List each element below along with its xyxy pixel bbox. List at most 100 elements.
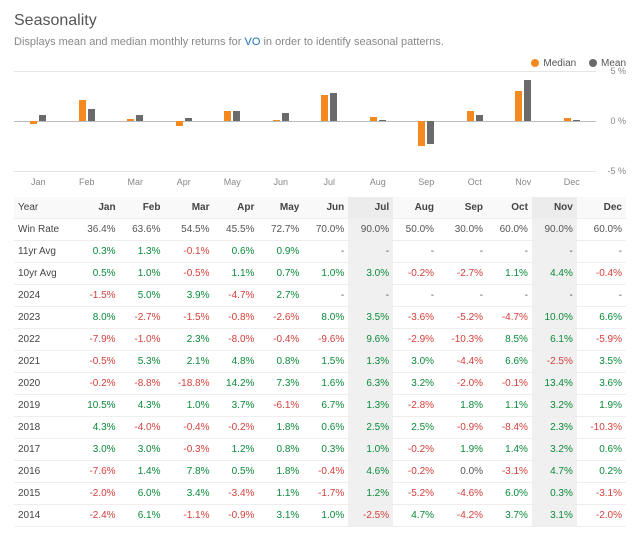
table-cell: -6.1%: [258, 395, 303, 417]
table-cell: 3.1%: [532, 505, 577, 527]
table-cell: -: [577, 241, 626, 263]
table-cell: 3.1%: [258, 505, 303, 527]
table-cell: -0.1%: [164, 241, 213, 263]
table-cell: -2.4%: [75, 505, 120, 527]
table-cell: -: [303, 241, 348, 263]
table-cell: -1.5%: [75, 285, 120, 307]
table-cell: 90.0%: [532, 219, 577, 241]
table-cell: 8.0%: [303, 307, 348, 329]
table-col-header: Jul: [348, 197, 393, 219]
table-cell: -0.2%: [393, 439, 438, 461]
table-row: 20173.0%3.0%-0.3%1.2%0.8%0.3%1.0%-0.2%1.…: [14, 439, 626, 461]
table-cell: -0.4%: [303, 461, 348, 483]
bar-median: [79, 100, 86, 121]
table-cell: 6.6%: [577, 307, 626, 329]
table-row: 2024-1.5%5.0%3.9%-4.7%2.7%-------: [14, 285, 626, 307]
table-cell: 4.6%: [348, 461, 393, 483]
bar-median: [176, 121, 183, 126]
table-cell: 1.1%: [258, 483, 303, 505]
row-label: 2016: [14, 461, 75, 483]
table-cell: 45.5%: [214, 219, 259, 241]
subtitle-post: in order to identify seasonal patterns.: [260, 36, 443, 48]
bar-mean: [185, 118, 192, 121]
table-cell: -0.4%: [577, 263, 626, 285]
table-cell: -0.9%: [438, 417, 487, 439]
chart-gridline: [14, 121, 596, 122]
table-cell: 1.9%: [438, 439, 487, 461]
bar-median: [321, 95, 328, 121]
table-row: 201910.5%4.3%1.0%3.7%-6.1%6.7%1.3%-2.8%1…: [14, 395, 626, 417]
table-cell: 1.6%: [303, 373, 348, 395]
table-cell: 1.3%: [348, 351, 393, 373]
table-cell: 1.2%: [348, 483, 393, 505]
table-cell: 54.5%: [164, 219, 213, 241]
chart-legend: Median Mean: [14, 58, 626, 69]
table-cell: 1.3%: [348, 395, 393, 417]
table-cell: 10.0%: [532, 307, 577, 329]
bar-median: [515, 91, 522, 121]
bar-median: [370, 117, 377, 121]
x-tick-label: Jun: [273, 177, 288, 187]
table-cell: -2.0%: [438, 373, 487, 395]
table-cell: -2.9%: [393, 329, 438, 351]
table-cell: 3.9%: [164, 285, 213, 307]
table-cell: 1.3%: [120, 241, 165, 263]
table-cell: 3.2%: [393, 373, 438, 395]
table-col-header: Year: [14, 197, 75, 219]
table-cell: 3.0%: [75, 439, 120, 461]
table-row: 2014-2.4%6.1%-1.1%-0.9%3.1%1.0%-2.5%4.7%…: [14, 505, 626, 527]
table-cell: 4.3%: [75, 417, 120, 439]
table-cell: -: [577, 285, 626, 307]
bar-median: [127, 119, 134, 121]
table-cell: -4.6%: [438, 483, 487, 505]
table-cell: 1.9%: [577, 395, 626, 417]
table-cell: 0.9%: [258, 241, 303, 263]
table-cell: 6.0%: [487, 483, 532, 505]
table-cell: 6.0%: [120, 483, 165, 505]
table-cell: 50.0%: [393, 219, 438, 241]
table-cell: 3.6%: [577, 373, 626, 395]
bar-mean: [88, 109, 95, 121]
bar-mean: [524, 80, 531, 121]
y-tick-label: -5 %: [607, 166, 626, 176]
bar-median: [273, 120, 280, 121]
table-cell: -7.6%: [75, 461, 120, 483]
table-cell: 2.1%: [164, 351, 213, 373]
table-cell: 3.0%: [120, 439, 165, 461]
table-cell: 6.1%: [532, 329, 577, 351]
table-cell: -: [532, 285, 577, 307]
table-cell: -18.8%: [164, 373, 213, 395]
legend-median: Median: [531, 58, 576, 69]
table-cell: -0.3%: [164, 439, 213, 461]
table-cell: -0.4%: [258, 329, 303, 351]
table-cell: -: [487, 241, 532, 263]
table-cell: 7.3%: [258, 373, 303, 395]
row-label: 2015: [14, 483, 75, 505]
table-row: 2015-2.0%6.0%3.4%-3.4%1.1%-1.7%1.2%-5.2%…: [14, 483, 626, 505]
table-cell: 1.0%: [348, 439, 393, 461]
table-cell: -0.2%: [75, 373, 120, 395]
table-cell: -8.0%: [214, 329, 259, 351]
table-row: 2022-7.9%-1.0%2.3%-8.0%-0.4%-9.6%9.6%-2.…: [14, 329, 626, 351]
bar-median: [467, 111, 474, 121]
y-tick-label: 0 %: [610, 116, 626, 126]
seasonality-chart: -5 %0 %5 % JanFebMarAprMayJunJulAugSepOc…: [14, 71, 626, 191]
table-cell: 1.5%: [303, 351, 348, 373]
table-cell: 72.7%: [258, 219, 303, 241]
table-cell: -: [438, 285, 487, 307]
table-col-header: Oct: [487, 197, 532, 219]
table-cell: 0.6%: [577, 439, 626, 461]
chart-plot-area: [14, 71, 596, 171]
bar-median: [564, 118, 571, 121]
table-cell: -2.8%: [393, 395, 438, 417]
page-title: Seasonality: [14, 12, 626, 30]
table-cell: 10.5%: [75, 395, 120, 417]
table-cell: -10.3%: [438, 329, 487, 351]
x-tick-label: Dec: [564, 177, 580, 187]
table-cell: 0.3%: [75, 241, 120, 263]
table-cell: -0.9%: [214, 505, 259, 527]
table-cell: -3.1%: [487, 461, 532, 483]
ticker-link[interactable]: VO: [245, 36, 261, 48]
table-cell: 4.7%: [393, 505, 438, 527]
table-cell: -4.4%: [438, 351, 487, 373]
